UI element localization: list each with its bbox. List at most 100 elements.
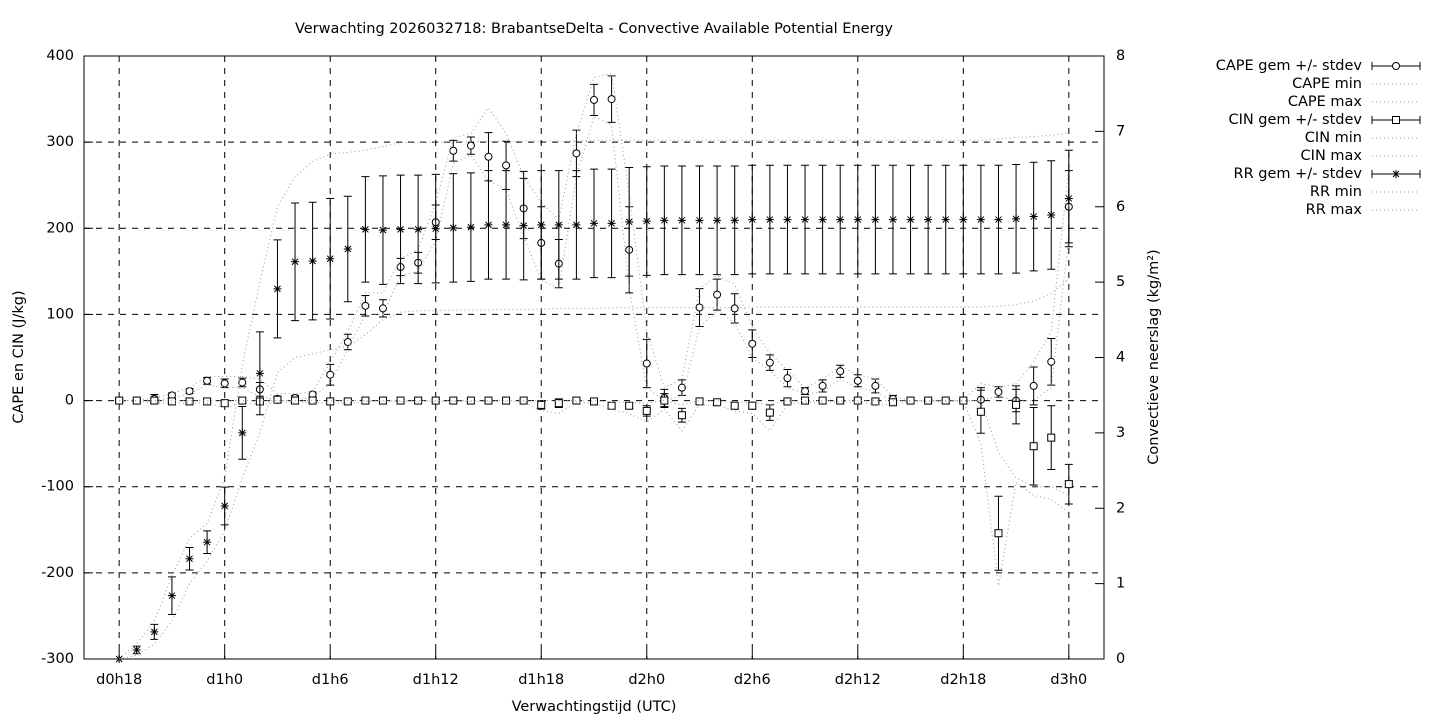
marker [924,396,933,405]
chart-title: Verwachting 2026032718: BrabantseDelta -… [295,21,893,37]
marker [695,397,704,406]
marker [185,554,194,563]
x-tick-label: d1h0 [206,672,243,688]
marker [220,379,229,388]
marker [748,401,757,410]
marker [132,396,141,405]
marker [150,627,159,636]
marker [291,396,300,405]
marker [677,216,686,225]
y-tick-label: -300 [41,651,74,667]
marker [343,337,352,346]
marker [150,396,159,405]
marker [502,161,511,170]
marker [466,141,475,150]
marker [431,224,440,233]
marker [466,396,475,405]
marker [1047,357,1056,366]
marker [1012,400,1021,409]
marker [906,396,915,405]
marker [976,215,985,224]
marker [1029,442,1038,451]
marker [748,215,757,224]
marker [590,219,598,228]
marker [361,396,370,405]
marker [871,381,880,390]
marker [677,383,686,392]
marker [203,376,212,385]
marker [642,217,651,226]
y-tick-label: -200 [41,565,74,581]
marker [888,215,897,224]
marker [502,220,511,229]
marker [361,301,370,310]
marker [959,215,968,224]
marker [167,591,176,600]
range-line [119,72,1070,402]
marker [537,400,546,409]
legend-label: CIN min [1305,130,1362,146]
y-axis-label: CAPE en CIN (J/kg) [11,290,27,423]
marker [713,290,722,299]
y-tick-label: 100 [46,306,74,322]
marker [924,215,933,224]
marker [994,529,1003,538]
marker [1047,211,1056,220]
marker [449,223,458,232]
y-tick-label: 400 [46,48,74,64]
legend-label: RR max [1306,202,1363,218]
marker [466,223,475,232]
marker [590,397,598,406]
marker [695,216,704,225]
marker [115,655,124,663]
plot-frame [83,55,1105,660]
marker [185,397,194,406]
marker [642,406,651,415]
y2-tick-label: 8 [1116,48,1125,64]
marker [1047,433,1056,442]
marker [484,220,493,229]
range-line [119,277,1070,660]
y2-axis-label: Convectieve neerslag (kg/m²) [1146,249,1162,464]
marker [326,397,335,406]
marker [1392,170,1400,178]
legend-label: CAPE gem +/- stdev [1216,58,1363,74]
marker [871,215,880,224]
marker [836,215,845,224]
legend-label: CAPE min [1292,76,1362,92]
marker [818,215,827,224]
marker [607,219,616,228]
marker [203,397,212,406]
marker [783,374,792,383]
marker [238,396,247,405]
marker [255,369,264,378]
marker [941,215,950,224]
marker [660,216,669,225]
x-tick-label: d2h6 [734,672,771,688]
marker [853,376,862,385]
marker [748,339,757,348]
marker [959,396,968,405]
marker [1064,194,1073,203]
x-tick-label: d2h12 [835,672,881,688]
marker [238,378,247,387]
marker [994,215,1003,224]
marker [396,225,405,234]
marker [853,215,862,224]
marker [414,396,423,405]
marker [730,216,739,225]
marker [625,401,634,410]
marker [291,257,300,266]
y2-tick-label: 1 [1116,576,1125,592]
legend-label: CIN max [1301,148,1363,164]
marker [449,146,458,155]
marker [836,396,845,405]
marker [378,304,387,313]
marker [326,254,335,263]
marker [801,387,810,396]
marker [888,398,897,407]
marker [308,396,317,405]
marker [976,407,985,416]
y2-tick-label: 4 [1116,350,1125,366]
